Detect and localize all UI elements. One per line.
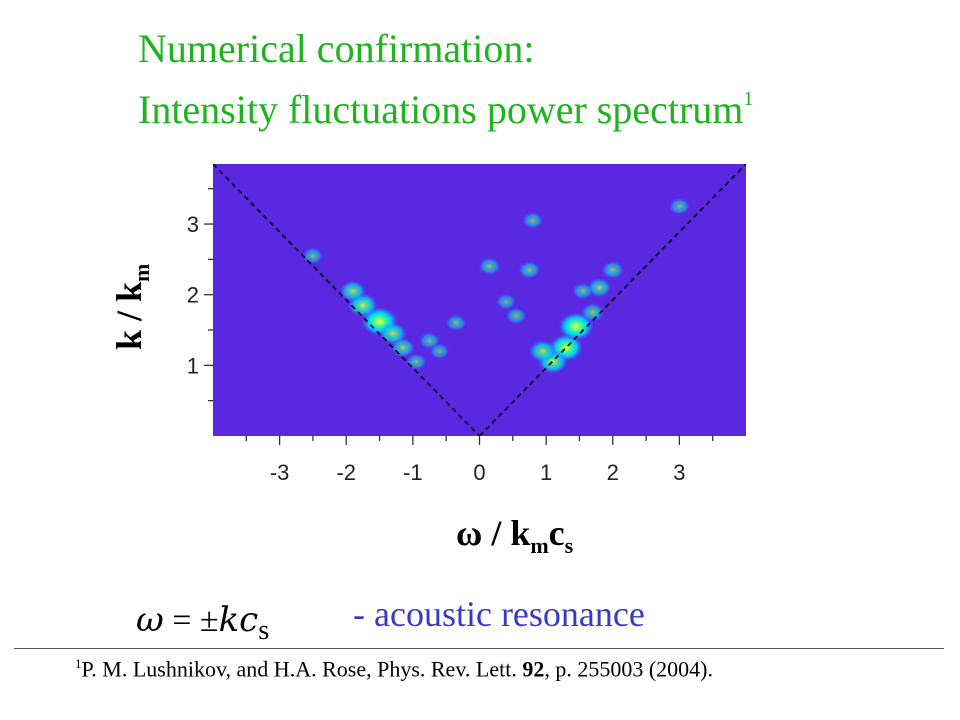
reference-footnote: 1P. M. Lushnikov, and H.A. Rose, Phys. R… — [75, 656, 713, 682]
formula-omega: ω — [136, 600, 164, 640]
slide-title: Numerical confirmation: Intensity fluctu… — [138, 24, 753, 135]
heatmap-peak-19 — [445, 314, 467, 332]
y-tick-label: 3 — [187, 212, 199, 237]
x-tick-label: -2 — [336, 460, 356, 485]
y-tick-label: 2 — [187, 283, 199, 308]
ref-volume: 92 — [522, 656, 545, 682]
heatmap-peak-18 — [669, 198, 690, 215]
heatmap-peak-17 — [522, 212, 544, 229]
y-axis-label-sub: m — [129, 263, 155, 282]
x-tick-label: -1 — [403, 460, 423, 485]
heatmap-peak-21 — [505, 307, 527, 325]
heatmap-background — [213, 164, 746, 436]
footer-divider — [14, 648, 944, 649]
x-tick-label: 1 — [540, 460, 552, 485]
heatmap-peak-11 — [529, 340, 557, 363]
x-axis-label-main: ω / k — [456, 513, 531, 553]
x-tick-label: 0 — [473, 460, 485, 485]
x-tick-label: 2 — [607, 460, 619, 485]
acoustic-line-0 — [213, 164, 481, 436]
y-axis-label: k / km — [108, 264, 155, 350]
x-axis-label-sub-m: m — [530, 533, 549, 559]
title-line-2: Intensity fluctuations power spectrum1 — [138, 74, 753, 135]
acoustic-resonance-note: - acoustic resonance — [353, 594, 645, 634]
heatmap-peak-2 — [339, 280, 366, 302]
formula-kc: kc — [218, 600, 259, 640]
x-axis-label: ω / kmcs — [456, 512, 573, 559]
heatmap-peak-5 — [405, 353, 427, 371]
heatmap-peak-9 — [558, 312, 594, 341]
formula-equals: = ± — [172, 602, 219, 639]
heatmap-peak-4 — [390, 338, 415, 358]
title-line-1: Numerical confirmation: — [138, 26, 535, 71]
ref-text-b: , p. 255003 (2004). — [544, 656, 713, 682]
x-tick-label: 3 — [673, 460, 685, 485]
y-tick-label: 1 — [187, 353, 199, 378]
y-axis-label-main: k / k — [109, 281, 149, 350]
acoustic-lines — [213, 164, 746, 436]
heatmap-peaks — [302, 198, 690, 374]
formula-sub-s: s — [258, 614, 270, 646]
x-tick-label: -3 — [270, 460, 290, 485]
x-axis-label-sub-s: s — [564, 533, 574, 559]
heatmap-peak-23 — [572, 282, 594, 300]
title-footnote-mark: 1 — [743, 88, 754, 110]
title-line-2-text: Intensity fluctuations power spectrum — [138, 87, 744, 132]
heatmap-peak-12 — [581, 303, 605, 322]
chart-axes: 1 2 3 -3 -2 -1 0 1 2 3 — [187, 188, 714, 485]
ref-mark: 1 — [75, 656, 82, 671]
ref-text-a: P. M. Lushnikov, and H.A. Rose, Phys. Re… — [81, 656, 523, 682]
acoustic-line-1 — [478, 164, 746, 436]
heatmap-peak-14 — [601, 261, 624, 279]
dispersion-formula: ω = ±kcs — [136, 600, 269, 647]
heatmap-peak-6 — [302, 247, 324, 265]
heatmap-peak-13 — [587, 278, 612, 298]
heatmap-peak-20 — [496, 293, 516, 310]
x-axis-label-c: c — [548, 513, 565, 553]
heatmap-peak-22 — [429, 343, 450, 360]
heatmap-peak-16 — [518, 261, 541, 279]
heatmap-peak-15 — [478, 257, 501, 276]
